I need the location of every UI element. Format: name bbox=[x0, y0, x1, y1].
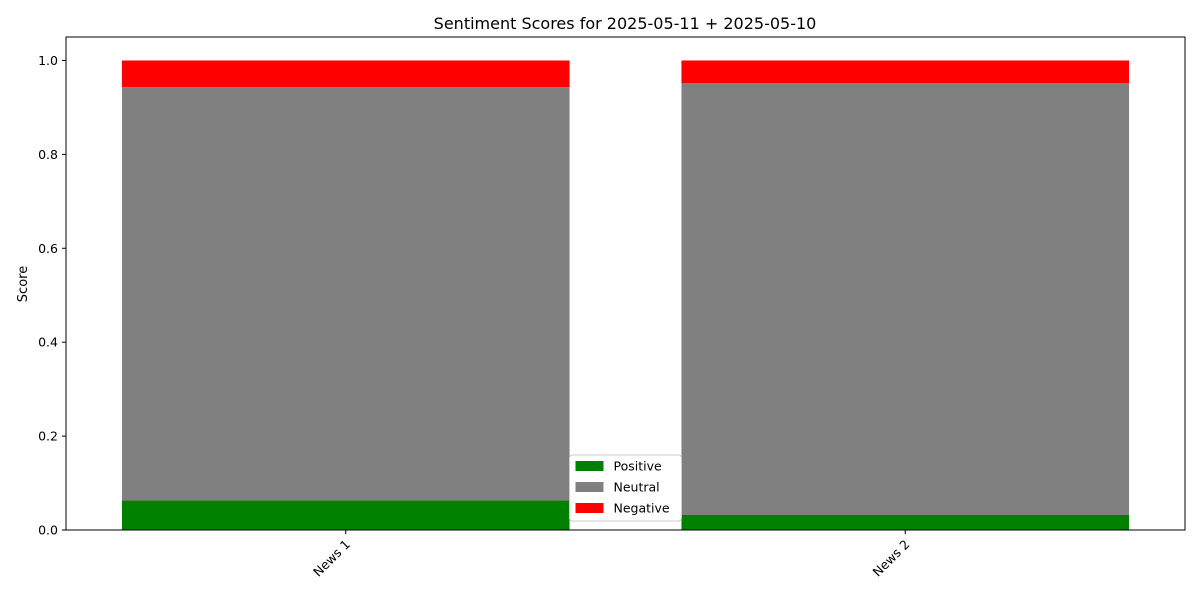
x-tick-label: News 2 bbox=[870, 537, 913, 580]
y-axis: 0.0 0.2 0.4 0.6 0.8 1.0 bbox=[38, 53, 66, 538]
legend-swatch-positive bbox=[575, 461, 604, 471]
legend-swatch-neutral bbox=[575, 482, 604, 492]
x-axis: News 1 News 2 bbox=[310, 530, 912, 580]
legend-label-positive: Positive bbox=[614, 459, 662, 474]
y-tick-label: 0.6 bbox=[38, 241, 58, 256]
y-tick-label: 1.0 bbox=[38, 53, 58, 68]
legend-swatch-negative bbox=[575, 503, 604, 513]
bar-negative-2 bbox=[681, 60, 1130, 84]
legend: Positive Neutral Negative bbox=[569, 454, 682, 522]
plot-frame bbox=[65, 36, 1186, 531]
y-axis-label: Score bbox=[16, 266, 31, 302]
y-tick-label: 0.4 bbox=[38, 335, 58, 350]
y-tick-label: 0.0 bbox=[38, 523, 58, 538]
x-tick-label: News 1 bbox=[310, 537, 353, 580]
bar-positive-2 bbox=[681, 514, 1130, 530]
bar-neutral-1 bbox=[121, 87, 570, 501]
bars-group bbox=[121, 60, 1130, 530]
y-tick-label: 0.2 bbox=[38, 429, 58, 444]
legend-label-negative: Negative bbox=[614, 501, 670, 516]
y-tick-label: 0.8 bbox=[38, 147, 58, 162]
bar-positive-1 bbox=[121, 500, 570, 530]
legend-label-neutral: Neutral bbox=[614, 480, 660, 495]
chart-title: Sentiment Scores for 2025-05-11 + 2025-0… bbox=[434, 14, 817, 33]
bar-neutral-2 bbox=[681, 83, 1130, 515]
bar-negative-1 bbox=[121, 60, 570, 88]
